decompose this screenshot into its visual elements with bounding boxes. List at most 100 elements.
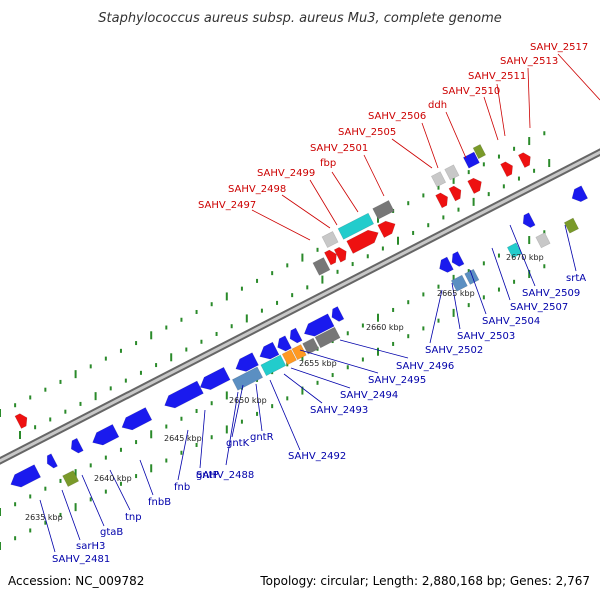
leader-line — [299, 349, 379, 374]
leader-line — [199, 409, 206, 469]
gene-SAHV_2502-box — [450, 274, 468, 292]
gene-SAHV_2506-box — [444, 164, 460, 181]
gene-SAHV_2501-box — [372, 199, 395, 220]
leader-line — [109, 469, 131, 511]
gene-SAHV_2499-box — [321, 231, 339, 248]
genome-stats-text: Topology: circular; Length: 2,880,168 bp… — [259, 574, 590, 588]
gene-SAHV_2505 — [435, 192, 448, 209]
gene-gntK — [277, 335, 292, 352]
leader-line — [139, 459, 154, 496]
gene-SAHV_2507-box — [535, 232, 551, 249]
gene-SAHV_2509 — [571, 185, 589, 203]
gene-SAHV_2513-box — [472, 143, 487, 160]
forward-gene-label: SAHV_2501 — [310, 143, 368, 154]
forward-gene-label: SAHV_2513 — [500, 56, 558, 67]
leader-line — [81, 474, 105, 527]
reverse-gene-label: srtA — [566, 273, 586, 284]
reverse-gene-label: SAHV_2496 — [396, 361, 454, 372]
reverse-gene-label: SAHV_2509 — [522, 288, 580, 299]
leader-line — [283, 373, 323, 404]
ruler-label: 2665 kbp — [437, 289, 475, 298]
leader-line — [483, 96, 499, 141]
leader-lines — [39, 53, 600, 553]
forward-gene-label: SAHV_2505 — [338, 127, 396, 138]
gene-gntR — [289, 327, 303, 344]
reverse-gene-label: gntR — [250, 432, 274, 443]
leader-line — [509, 224, 536, 287]
leader-line — [491, 247, 511, 301]
leader-line — [177, 429, 189, 481]
leader-line — [281, 194, 331, 229]
leader-line — [39, 499, 56, 553]
forward-gene-label: SAHV_2499 — [257, 168, 315, 179]
ruler-labels: 2635 kbp 2640 kbp 2645 kbp 2650 kbp 2655 kbp… — [25, 253, 544, 522]
reverse-gene-label: SAHV_2495 — [368, 375, 426, 386]
leader-line — [231, 384, 244, 438]
gene-features — [10, 143, 589, 488]
leader-line — [290, 367, 351, 389]
gene-SAHV_2502 — [439, 256, 454, 273]
ruler-label: 2670 kbp — [506, 253, 544, 262]
reverse-gene-label: SAHV_2503 — [457, 331, 515, 342]
reverse-gene-label: SAHV_2494 — [340, 390, 398, 401]
ruler-label: 2655 kbp — [299, 359, 337, 368]
gene-fbp-box — [337, 212, 375, 240]
forward-gene-label: SAHV_2510 — [442, 86, 500, 97]
gene-SAHV_2503-box — [464, 268, 480, 285]
gene-fnbB — [121, 407, 153, 431]
gene-SAHV_2492-box — [302, 337, 320, 355]
forward-gene-labels: SAHV_2497 SAHV_2498 SAHV_2499 fbp SAHV_2501 S… — [198, 42, 588, 211]
leader-line — [451, 282, 461, 330]
forward-gene-label: SAHV_2506 — [368, 111, 426, 122]
reverse-gene-label: SAHV_2502 — [425, 345, 483, 356]
reverse-gene-label: SAHV_2488 — [196, 470, 254, 481]
reverse-gene-label: fnbB — [148, 497, 171, 508]
gene-tnp — [92, 423, 120, 446]
gene-SAHV_2501 — [377, 220, 396, 238]
map-title: Staphylococcus aureus subsp. aureus Mu3,… — [98, 11, 502, 26]
gene-gntR-box — [291, 344, 307, 361]
reverse-gene-label: gntK — [226, 438, 250, 449]
gene-SAHV_2493 — [331, 306, 345, 322]
leader-line — [496, 83, 506, 137]
gene-SAHV_2488-arrow — [259, 341, 280, 360]
gene-SAHV_2492 — [303, 313, 335, 337]
ruler-label: 2640 kbp — [94, 474, 132, 483]
leader-line — [429, 289, 443, 344]
ruler-label: 2635 kbp — [25, 513, 63, 522]
leader-line — [339, 339, 409, 359]
gene-fbp — [346, 229, 379, 254]
leader-line — [309, 179, 338, 226]
leader-line — [564, 224, 577, 272]
ruler-label: 2645 kbp — [164, 434, 202, 443]
forward-gene-label: SAHV_2498 — [228, 184, 286, 195]
gene-SAHV_2488-box — [231, 366, 264, 391]
gene-SAHV_2493-box — [314, 326, 341, 349]
gene-SAHV_2507 — [522, 212, 536, 229]
leader-line — [269, 379, 301, 451]
leader-line — [421, 122, 439, 169]
gene-SAHV_2497 — [312, 257, 331, 276]
reverse-gene-label: tnp — [125, 512, 142, 523]
leader-line — [557, 53, 600, 101]
forward-gene-label: SAHV_2511 — [468, 71, 526, 82]
reverse-gene-label: SAHV_2493 — [310, 405, 368, 416]
leader-line — [255, 383, 263, 432]
reverse-gene-labels: SAHV_2481 sarH3 gtaBtnpfnbBfnbgntPSAHV_248… — [52, 273, 586, 565]
reverse-gene-label: SAHV_2492 — [288, 451, 346, 462]
gene-fnb2 — [199, 366, 231, 391]
reverse-gene-label: gtaB — [100, 527, 123, 538]
leader-line — [445, 111, 467, 159]
reverse-gene-label: sarH3 — [76, 541, 105, 552]
gene-red-1 — [14, 413, 28, 429]
leader-line — [391, 138, 433, 169]
leader-line — [225, 391, 239, 466]
gene-SAHV_2510 — [500, 161, 513, 178]
gene-sarH3-arrow — [46, 453, 58, 469]
gene-SAHV_2498 — [324, 249, 337, 266]
leader-line — [61, 489, 81, 541]
leader-line — [363, 154, 385, 197]
reverse-gene-label: fnb — [174, 482, 190, 493]
leader-line — [527, 67, 531, 129]
gene-gtaB — [70, 437, 84, 454]
